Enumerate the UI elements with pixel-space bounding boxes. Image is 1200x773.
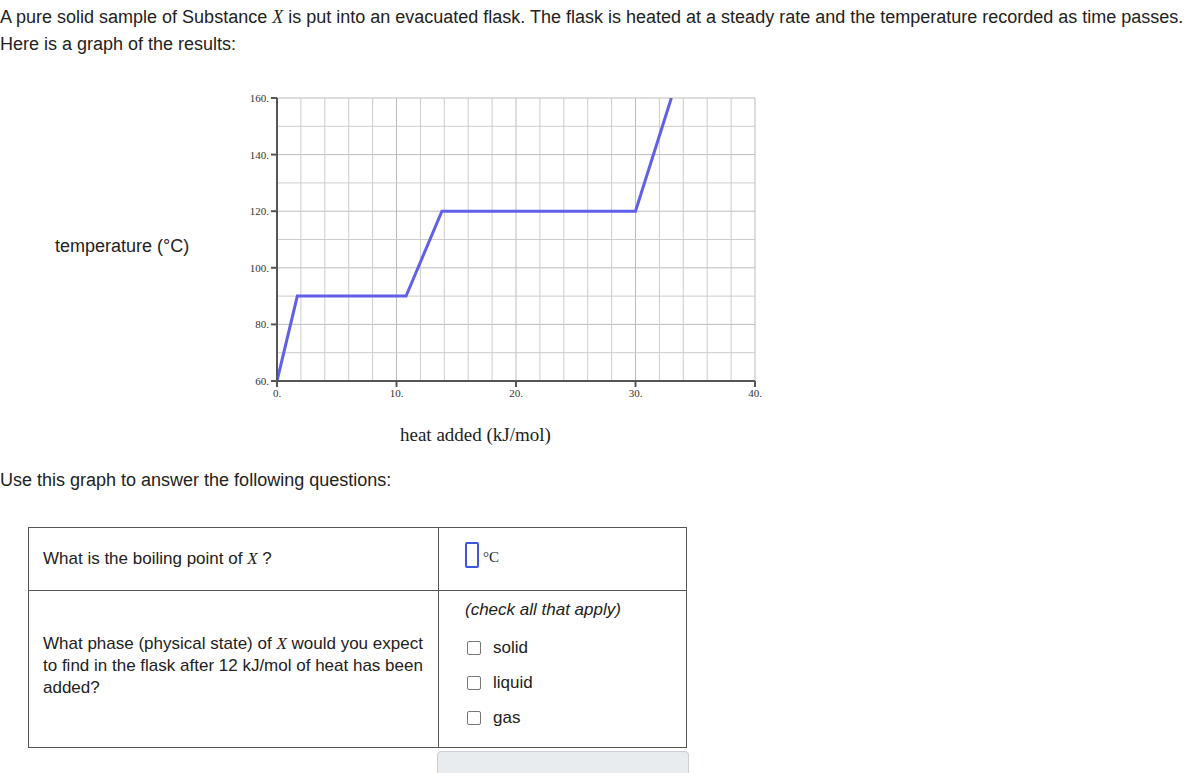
html-text:What is the boiling point of X: What is the boiling point of X?	[43, 549, 272, 568]
svg-text:80.: 80.	[255, 318, 269, 330]
svg-text:160.: 160.	[250, 92, 270, 104]
html-text:(check all that apply): (check all that apply)	[465, 600, 621, 619]
html-text:Use this graph to answer the f: Use this graph to answer the following q…	[0, 470, 392, 490]
svg-text:60.: 60.	[255, 375, 269, 387]
html-text:What phase (physical state) of: What phase (physical state) of X would y…	[43, 634, 423, 697]
svg-text:120.: 120.	[250, 205, 270, 217]
svg-text:20.: 20.	[509, 387, 523, 399]
svg-text:40.: 40.	[748, 387, 762, 399]
html-text:temperature (°C): temperature (°C)	[55, 236, 190, 256]
html-text:heat added (kJ/mol): heat added (kJ/mol)	[400, 424, 551, 445]
svg-text:30.: 30.	[629, 387, 643, 399]
svg-text:100.: 100.	[250, 262, 270, 274]
html-text:gas: gas	[493, 708, 521, 727]
html-text:A pure solid sample of Substan: A pure solid sample of Substance X is pu…	[0, 7, 1184, 54]
html-text:liquid: liquid	[493, 673, 533, 692]
svg-text:140.: 140.	[250, 149, 270, 161]
svg-text:10.: 10.	[390, 387, 404, 399]
svg-text:0.: 0.	[273, 387, 282, 399]
html-text:solid: solid	[493, 638, 528, 657]
html-text:°C: °C	[483, 549, 499, 565]
